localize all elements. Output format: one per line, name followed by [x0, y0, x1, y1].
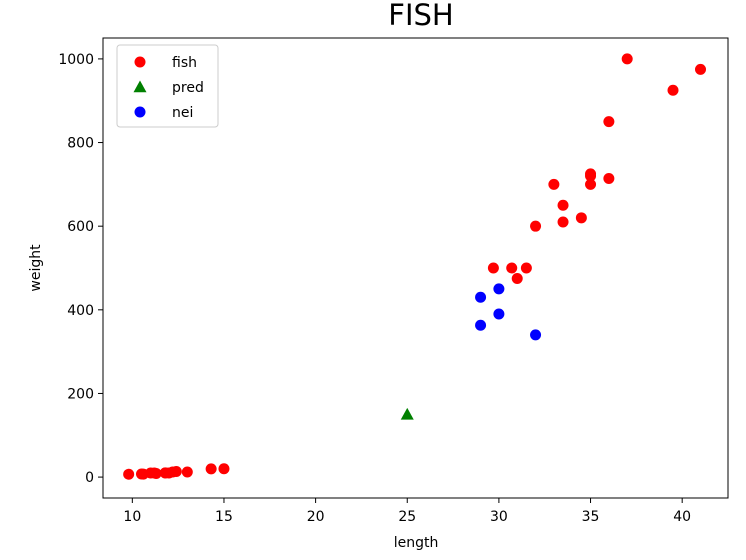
legend-marker-pred: [133, 80, 147, 93]
x-tick-label: 35: [582, 509, 600, 525]
pred-point: [400, 407, 414, 420]
x-tick-label: 25: [398, 509, 416, 525]
x-tick-label: 40: [673, 509, 691, 525]
plot-frame: [102, 37, 729, 499]
fish-point: [603, 116, 615, 128]
legend-label-fish: fish: [172, 55, 197, 71]
y-axis: 0 200 400 600 800 1000: [58, 52, 103, 486]
legend-marker-nei: [134, 106, 146, 118]
fish-point: [520, 262, 532, 274]
fish-point: [557, 216, 569, 228]
fish-point: [621, 53, 633, 65]
fish-point: [218, 463, 230, 475]
y-tick-label: 1000: [58, 52, 94, 68]
fish-point: [603, 173, 615, 185]
y-tick-label: 600: [67, 219, 94, 235]
nei-point: [475, 291, 487, 303]
fish-point: [511, 272, 523, 284]
legend-label-pred: pred: [172, 80, 204, 96]
y-tick-label: 200: [67, 386, 94, 402]
plot-marks: [123, 53, 707, 480]
x-tick-label: 10: [123, 509, 141, 525]
fish-point: [585, 170, 597, 182]
y-tick-label: 400: [67, 303, 94, 319]
legend-label-nei: nei: [172, 105, 193, 121]
chart-title: FISH: [388, 0, 453, 32]
fish-point: [487, 262, 499, 274]
nei-point: [493, 283, 505, 295]
y-tick-label: 800: [67, 136, 94, 152]
fish-point: [205, 463, 217, 475]
nei-point: [475, 319, 487, 331]
x-axis-label: length: [394, 535, 439, 551]
fish-point: [585, 178, 597, 190]
fish-point: [575, 212, 587, 224]
legend-marker-fish: [134, 56, 146, 68]
fish-point: [506, 262, 518, 274]
nei-point: [530, 329, 542, 341]
legend: fish pred nei: [116, 44, 219, 128]
x-tick-label: 15: [215, 509, 233, 525]
y-tick-label: 0: [85, 470, 94, 486]
nei-point: [493, 308, 505, 320]
fish-point: [530, 220, 542, 232]
fish-point: [548, 178, 560, 190]
x-tick-label: 20: [307, 509, 325, 525]
fish-point: [667, 84, 679, 96]
x-tick-label: 30: [490, 509, 508, 525]
fish-point: [557, 199, 569, 211]
fish-point: [170, 465, 182, 477]
x-axis: 10 15 20 25 30 35 40: [123, 498, 691, 525]
fish-point: [695, 63, 707, 75]
fish-point: [123, 468, 135, 480]
y-axis-label: weight: [28, 244, 44, 292]
fish-point: [181, 466, 193, 478]
fish-point: [150, 467, 162, 479]
